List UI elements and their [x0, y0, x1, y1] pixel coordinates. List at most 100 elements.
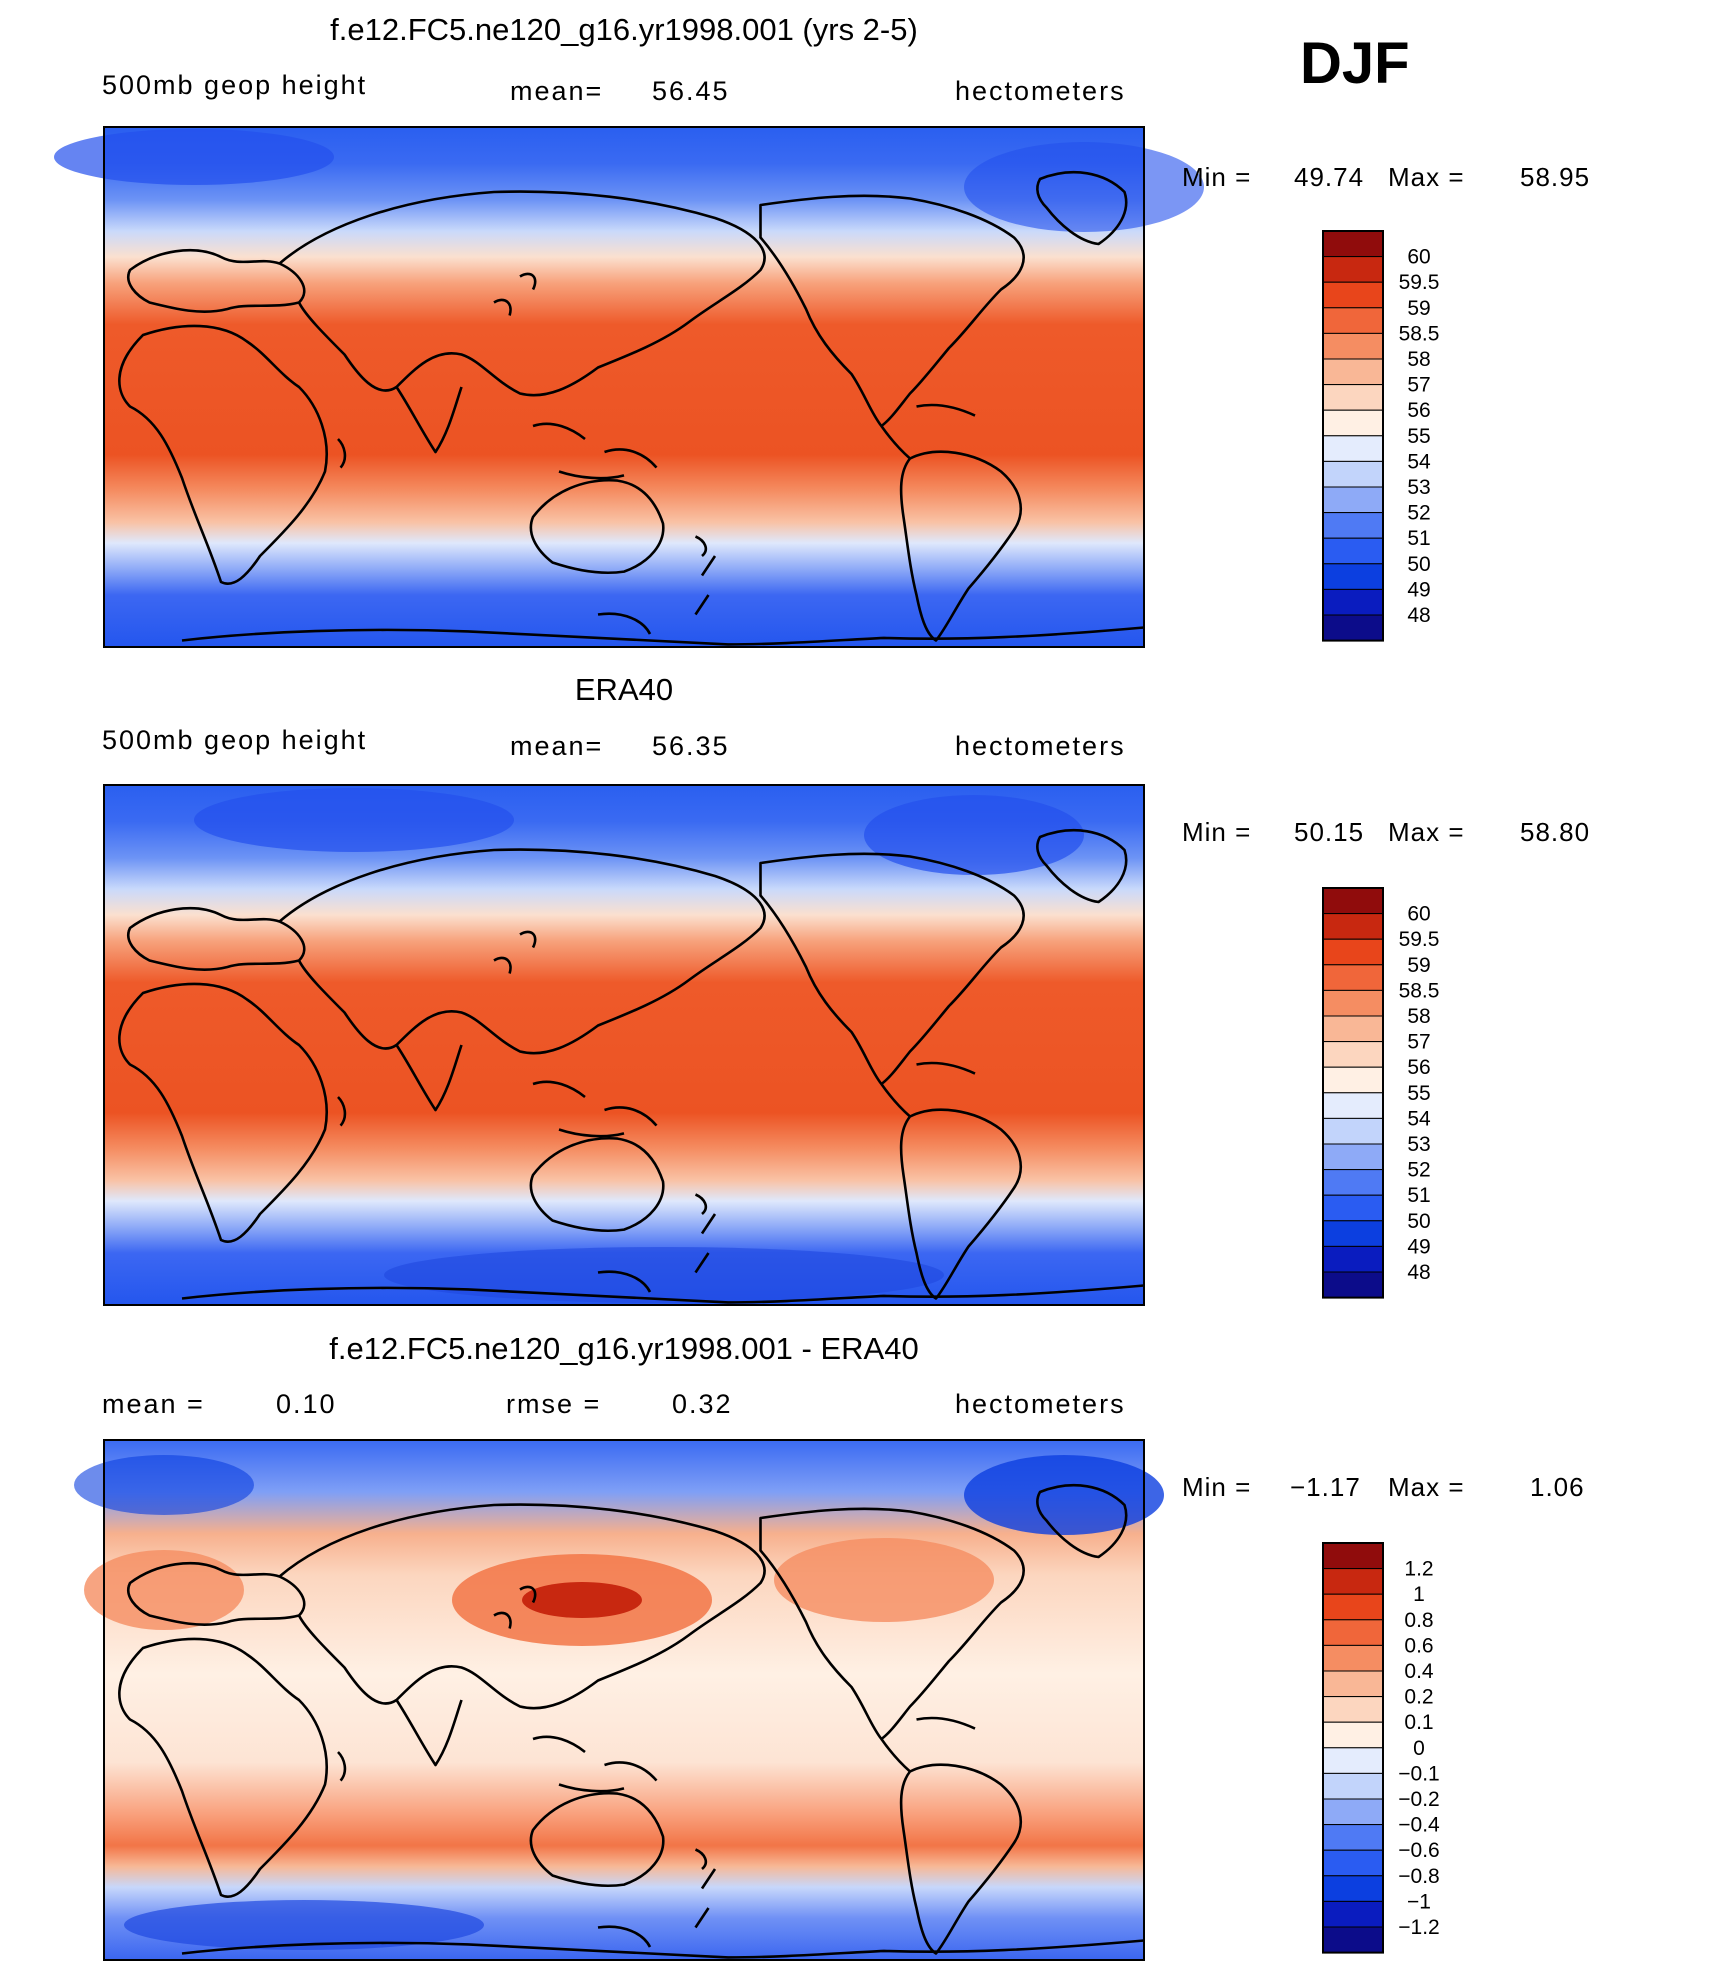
colorbar-bin [1322, 1271, 1384, 1299]
panel-1-title: f.e12.FC5.ne120_g16.yr1998.001 (yrs 2-5) [330, 12, 918, 47]
colorbar-bin [1322, 358, 1384, 386]
panel-3-max-value: 1.06 [1530, 1472, 1585, 1502]
panel-3-min-label: Min = [1182, 1472, 1252, 1502]
colorbar-tick-label: −0.1 [1398, 1762, 1439, 1785]
colorbar-bin [1322, 1644, 1384, 1672]
panel-3-atlantic-high [774, 1538, 994, 1622]
panel-1-pole-low-right [964, 142, 1204, 232]
panel-1-max-label: Max = [1388, 162, 1465, 192]
panel-2-pole-low-left [194, 788, 514, 852]
colorbar-tick-label: 0.4 [1404, 1660, 1434, 1683]
colorbar-bin [1322, 887, 1384, 915]
colorbar-bin [1322, 563, 1384, 590]
colorbar-bin [1322, 256, 1384, 283]
colorbar-tick-label: 48 [1407, 604, 1430, 627]
colorbar-bin [1322, 1798, 1384, 1826]
colorbar-tick-label: 57 [1407, 1031, 1430, 1054]
colorbar-tick-label: 56 [1407, 399, 1430, 422]
panel-3-greenland-low [964, 1455, 1164, 1535]
colorbar-tick-label: 59.5 [1399, 928, 1440, 951]
colorbar-tick-label: 50 [1407, 1210, 1430, 1233]
colorbar-frame [1322, 230, 1384, 642]
colorbar-bin [1322, 486, 1384, 514]
colorbar-bin [1322, 435, 1384, 462]
panel-1-min-value: 49.74 [1294, 162, 1365, 192]
colorbar-tick-label: 58 [1407, 348, 1430, 371]
panel-2-units: hectometers [955, 731, 1126, 761]
panel-2-max-value: 58.80 [1520, 817, 1591, 847]
colorbar-bin [1322, 384, 1384, 411]
colorbar-bin [1322, 1875, 1384, 1902]
panel-3-rmse-label: rmse = [506, 1389, 602, 1419]
colorbar-bin [1322, 964, 1384, 991]
colorbar-bin [1322, 1143, 1384, 1171]
colorbar-tick-label: 58.5 [1399, 322, 1440, 345]
panel-1-mean-value: 56.45 [652, 76, 730, 106]
colorbar-tick-label: 0.8 [1404, 1609, 1433, 1632]
colorbar-bin [1322, 1015, 1384, 1043]
colorbar-tick-label: 57 [1407, 374, 1430, 397]
panel-2-pole-low-right [864, 795, 1084, 875]
panel-2-title: ERA40 [574, 672, 674, 707]
colorbar-tick-label: 1.2 [1404, 1558, 1433, 1581]
colorbar-bin [1322, 1593, 1384, 1621]
panel-2-mean-label: mean= [510, 731, 604, 761]
panel-1-map [54, 126, 1204, 648]
colorbar-bin [1322, 1092, 1384, 1119]
colorbar-bin [1322, 281, 1384, 309]
colorbar-bin [1322, 1041, 1384, 1068]
colorbar-tick-label: 54 [1407, 1107, 1431, 1130]
panel-3-colorbar: 1.21 0.80.6 0.4 0.20.1 0−0.1 −0.2 −0.4−0.6 −0.8… [1322, 1542, 1440, 1954]
colorbar-tick-label: 0.2 [1404, 1686, 1433, 1709]
colorbar-tick-label: 58.5 [1399, 979, 1440, 1002]
colorbar-bin [1322, 307, 1384, 334]
panel-1-pole-low-left [54, 129, 334, 185]
colorbar-tick-label: −0.2 [1398, 1788, 1439, 1811]
colorbar-bin [1322, 1169, 1384, 1196]
panel-2-min-label: Min = [1182, 817, 1252, 847]
colorbar-tick-label: 53 [1407, 476, 1430, 499]
colorbar-bin [1322, 1849, 1384, 1877]
colorbar-bin [1322, 588, 1384, 616]
colorbar-tick-label: 1 [1413, 1583, 1425, 1606]
panel-1-variable-label: 500mb geop height [102, 70, 368, 100]
colorbar-bin [1322, 230, 1384, 258]
colorbar-bin [1322, 1696, 1384, 1723]
colorbar-tick-label: −1 [1407, 1890, 1431, 1913]
colorbar-bin [1322, 1900, 1384, 1928]
panel-2-variable-label: 500mb geop height [102, 725, 368, 755]
colorbar-bin [1322, 1619, 1384, 1646]
panel-1-mean-label: mean= [510, 76, 604, 106]
panel-3-rmse-value: 0.32 [672, 1389, 733, 1419]
colorbar-bin [1322, 1824, 1384, 1851]
colorbar-bin [1322, 1772, 1384, 1800]
colorbar-frame [1322, 1542, 1384, 1954]
panel-3-south-low [124, 1900, 484, 1950]
colorbar-tick-label: 0 [1413, 1737, 1425, 1760]
panel-3-units: hectometers [955, 1389, 1126, 1419]
colorbar-tick-label: 55 [1407, 1082, 1430, 1105]
colorbar-tick-label: 48 [1407, 1261, 1430, 1284]
panel-3-europe-high [84, 1550, 244, 1630]
colorbar-tick-label: 60 [1407, 903, 1430, 926]
panel-3-max-label: Max = [1388, 1472, 1465, 1502]
panel-2-map [103, 784, 1146, 1306]
colorbar-tick-label: 0.1 [1404, 1711, 1433, 1734]
colorbar-bin [1322, 1194, 1384, 1222]
colorbar-tick-label: 54 [1407, 450, 1431, 473]
season-label: DJF [1300, 31, 1410, 96]
colorbar-bin [1322, 1117, 1384, 1145]
panel-1-max-value: 58.95 [1520, 162, 1591, 192]
colorbar-tick-label: 59.5 [1399, 271, 1440, 294]
panel-3-mean-label: mean = [102, 1389, 205, 1419]
colorbar-tick-label: −1.2 [1398, 1916, 1439, 1939]
colorbar-tick-label: 52 [1407, 1159, 1430, 1182]
colorbar-bin [1322, 1670, 1384, 1698]
colorbar-tick-label: 59 [1407, 297, 1430, 320]
panel-2-south-low [384, 1247, 944, 1303]
colorbar-tick-label: 60 [1407, 246, 1430, 269]
colorbar-bin [1322, 1220, 1384, 1247]
colorbar-tick-label: 56 [1407, 1056, 1430, 1079]
